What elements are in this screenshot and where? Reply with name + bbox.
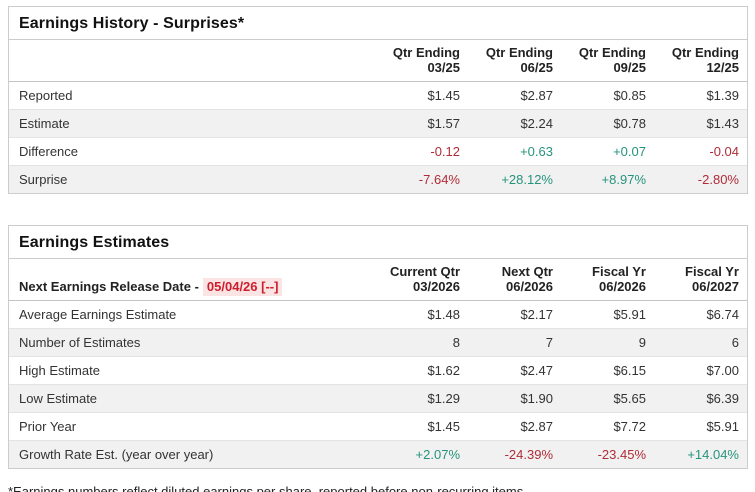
column-header-line1: Current Qtr (389, 264, 460, 279)
corner-label: Next Earnings Release Date -05/04/26 [--… (9, 259, 375, 301)
value-cell: $5.65 (561, 384, 654, 413)
table-row: Reported $1.45 $2.87 $0.85 $1.39 (9, 82, 747, 110)
value-cell: $5.91 (613, 307, 646, 322)
value-cell: -2.80% (654, 165, 747, 193)
value-cell: $1.45 (427, 88, 460, 103)
earnings-history-table: Qtr Ending 03/25 Qtr Ending 06/25 Qtr Ending… (9, 40, 747, 193)
column-header-line2: 03/25 (427, 60, 460, 75)
column-header-line2: 06/2026 (506, 279, 553, 294)
column-header-line2: 06/25 (520, 60, 553, 75)
column-header-line2: 06/2026 (599, 279, 646, 294)
column-header: Fiscal Yr 06/2026 (561, 259, 654, 301)
value-cell: +14.04% (654, 440, 747, 468)
value-cell: 6 (654, 328, 747, 357)
row-label: Reported (19, 88, 73, 103)
column-header: Qtr Ending 12/25 (654, 40, 747, 82)
value-cell: 7 (468, 328, 561, 357)
value-cell: $2.87 (468, 412, 561, 441)
value-cell: $2.47 (468, 356, 561, 385)
column-header-line1: Qtr Ending (671, 45, 739, 60)
next-earnings-release-date: 05/04/26 [--] (202, 278, 283, 296)
column-header-line2: 12/25 (706, 60, 739, 75)
value-cell: $1.48 (427, 307, 460, 322)
row-label: Average Earnings Estimate (19, 307, 177, 322)
column-header-line1: Qtr Ending (485, 45, 553, 60)
value-cell: +28.12% (468, 165, 561, 193)
value-cell: +8.97% (561, 165, 654, 193)
value-cell: +0.63 (468, 137, 561, 166)
column-header: Qtr Ending 09/25 (561, 40, 654, 82)
value-cell: -23.45% (561, 440, 654, 468)
value-cell: $1.90 (468, 384, 561, 413)
row-label: High Estimate (9, 356, 375, 385)
value-cell: 8 (375, 328, 468, 357)
column-header-line1: Fiscal Yr (592, 264, 646, 279)
table-row: Growth Rate Est. (year over year) +2.07% -… (9, 440, 747, 468)
value-cell: -24.39% (468, 440, 561, 468)
table-row: High Estimate $1.62 $2.47 $6.15 $7.00 (9, 356, 747, 385)
value-cell: $6.74 (706, 307, 739, 322)
value-cell: +0.07 (561, 137, 654, 166)
table-row: Prior Year $1.45 $2.87 $7.72 $5.91 (9, 412, 747, 441)
footnote: *Earnings numbers reflect diluted earnin… (8, 484, 527, 492)
table-row: Low Estimate $1.29 $1.90 $5.65 $6.39 (9, 384, 747, 413)
value-cell: $1.39 (706, 88, 739, 103)
value-cell: $6.39 (654, 384, 747, 413)
table-row: Number of Estimates 8 7 9 6 (9, 328, 747, 357)
value-cell: $0.78 (561, 109, 654, 138)
table-row: Average Earnings Estimate $1.48 $2.17 $5.91… (9, 301, 747, 329)
row-label: Number of Estimates (9, 328, 375, 357)
column-header-line2: 09/25 (613, 60, 646, 75)
value-cell: $6.15 (561, 356, 654, 385)
column-header: Qtr Ending 06/25 (468, 40, 561, 82)
value-cell: $1.57 (375, 109, 468, 138)
column-header: Current Qtr 03/2026 (375, 259, 468, 301)
value-cell: $2.24 (468, 109, 561, 138)
value-cell: -0.04 (654, 137, 747, 166)
table-row: Estimate $1.57 $2.24 $0.78 $1.43 (9, 109, 747, 138)
table-row: Surprise -7.64% +28.12% +8.97% -2.80% (9, 165, 747, 193)
value-cell: $1.45 (375, 412, 468, 441)
corner-label (9, 40, 375, 82)
column-header-line1: Fiscal Yr (685, 264, 739, 279)
row-label: Growth Rate Est. (year over year) (9, 440, 375, 468)
value-cell: $1.29 (375, 384, 468, 413)
column-header-line2: 06/2027 (692, 279, 739, 294)
value-cell: -7.64% (375, 165, 468, 193)
earnings-history-section: Earnings History - Surprises* Qtr Ending… (8, 6, 748, 194)
row-label: Low Estimate (9, 384, 375, 413)
value-cell: -0.12 (375, 137, 468, 166)
value-cell: $0.85 (613, 88, 646, 103)
value-cell: 9 (561, 328, 654, 357)
value-cell: +2.07% (375, 440, 468, 468)
corner-label-text: Next Earnings Release Date - (19, 279, 199, 294)
row-label: Difference (9, 137, 375, 166)
value-cell: $2.17 (520, 307, 553, 322)
column-header: Next Qtr 06/2026 (468, 259, 561, 301)
row-label: Surprise (9, 165, 375, 193)
column-header-row: Qtr Ending 03/25 Qtr Ending 06/25 Qtr Ending… (9, 40, 747, 82)
column-header-line1: Qtr Ending (578, 45, 646, 60)
value-cell: $1.43 (654, 109, 747, 138)
value-cell: $1.62 (375, 356, 468, 385)
column-header: Qtr Ending 03/25 (375, 40, 468, 82)
column-header-line2: 03/2026 (413, 279, 460, 294)
column-header-line1: Next Qtr (501, 264, 553, 279)
row-label: Estimate (9, 109, 375, 138)
earnings-estimates-title: Earnings Estimates (9, 226, 747, 259)
column-header-line1: Qtr Ending (392, 45, 460, 60)
column-header: Fiscal Yr 06/2027 (654, 259, 747, 301)
value-cell: $2.87 (520, 88, 553, 103)
earnings-history-title: Earnings History - Surprises* (9, 7, 747, 40)
value-cell: $5.91 (654, 412, 747, 441)
earnings-estimates-table: Next Earnings Release Date -05/04/26 [--… (9, 259, 747, 468)
row-label: Prior Year (9, 412, 375, 441)
column-header-row: Next Earnings Release Date -05/04/26 [--… (9, 259, 747, 301)
value-cell: $7.00 (654, 356, 747, 385)
earnings-estimates-section: Earnings Estimates Next Earnings Release… (8, 225, 748, 469)
value-cell: $7.72 (561, 412, 654, 441)
table-row: Difference -0.12 +0.63 +0.07 -0.04 (9, 137, 747, 166)
